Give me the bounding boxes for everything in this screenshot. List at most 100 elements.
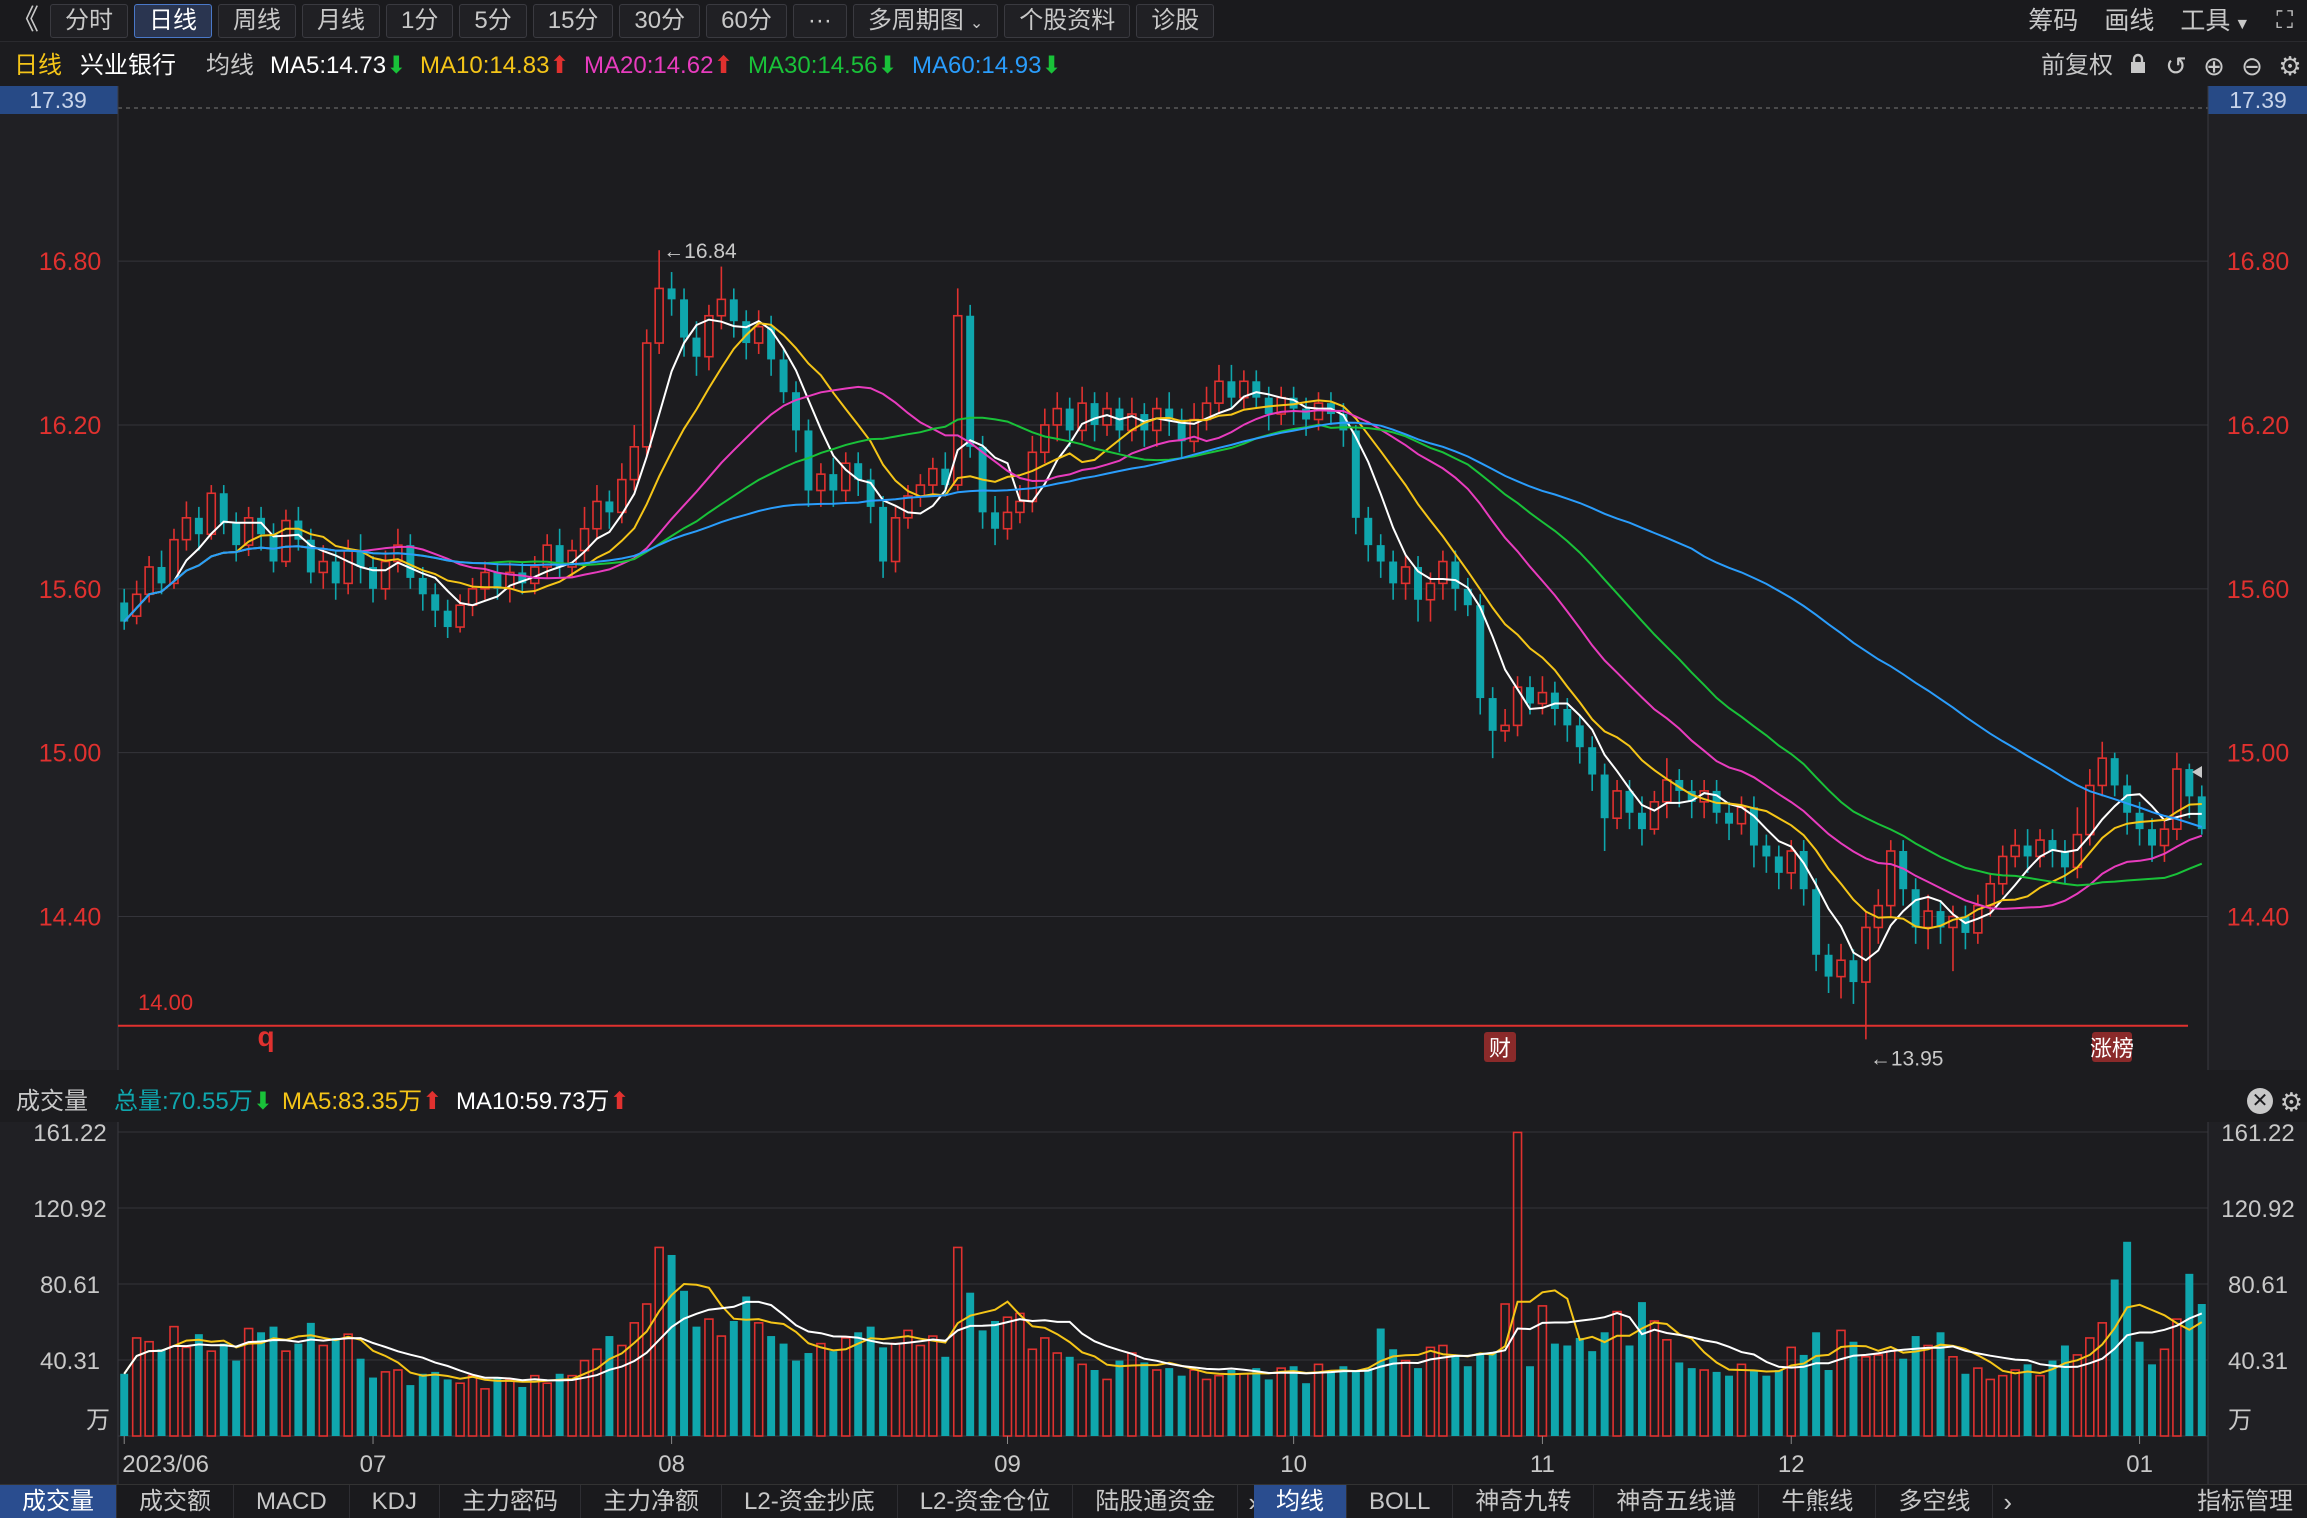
tab-11[interactable]: 个股资料 (1004, 4, 1131, 38)
volume-chart-panel[interactable]: 161.22 161.22 120.92 120.92 80.61 80.61 40.31 4… (0, 1120, 2307, 1484)
tab-8[interactable]: 60分 (706, 4, 787, 38)
tab-6[interactable]: 15分 (532, 4, 614, 38)
volume-bar-up (1836, 1329, 1846, 1437)
close-icon[interactable]: ✕ (2247, 1088, 2273, 1114)
price-tick-left: 16.80 (39, 248, 102, 276)
candle-body-down (680, 299, 689, 338)
volume-ma5-line (123, 1282, 2203, 1383)
lock-icon[interactable] (2125, 48, 2151, 84)
tab-4[interactable]: 1分 (386, 4, 454, 38)
candle-body-down (866, 479, 875, 507)
tab-long-short[interactable]: 多空线 (1876, 1485, 1994, 1518)
tab-boll[interactable]: BOLL (1347, 1485, 1454, 1518)
candle-body-up (1052, 407, 1063, 426)
volume-bar-down (518, 1386, 527, 1436)
candle-body-up (1425, 582, 1436, 601)
candle-body-up (1861, 926, 1871, 983)
ma20-line (123, 385, 2203, 910)
volume-bar-up (1425, 1346, 1436, 1437)
tab-l2-position[interactable]: L2-资金仓位 (898, 1485, 1074, 1518)
zoom-in-icon[interactable]: ⊕ (2203, 51, 2225, 81)
tab-volume[interactable]: 成交量 (0, 1485, 117, 1518)
volume-bar-down (1799, 1354, 1808, 1436)
candle-body-down (792, 392, 800, 431)
tab-turnover[interactable]: 成交额 (117, 1485, 234, 1518)
candle-body-down (1812, 889, 1821, 955)
volume-bar-up (1997, 1374, 2008, 1437)
volume-bar-up (1612, 1310, 1622, 1437)
candle-body-down (443, 610, 452, 628)
candle-body-down (1749, 807, 1758, 846)
settings-gear-icon[interactable]: ⚙ (2278, 51, 2302, 81)
tab-5[interactable]: 5分 (459, 4, 527, 38)
volume-bar-down (854, 1332, 863, 1436)
tab-7[interactable]: 30分 (619, 4, 701, 38)
volume-bar-down (1550, 1343, 1559, 1436)
candle-body-up (467, 588, 478, 607)
chip-distribution-button[interactable]: 筹码 (2028, 7, 2079, 35)
volume-bar-down (680, 1290, 689, 1436)
volume-bar-down (742, 1296, 751, 1436)
volume-bar-down (219, 1343, 228, 1436)
tools-menu-button[interactable]: 工具 ▼ (2180, 7, 2251, 35)
tab-bull-bear[interactable]: 牛熊线 (1759, 1485, 1877, 1518)
tab-10[interactable]: 多周期图 ⌄ (852, 4, 999, 38)
tab-1[interactable]: 日线 (134, 4, 212, 38)
candle-body-up (1885, 850, 1896, 907)
zoom-out-icon[interactable]: ⊖ (2241, 51, 2263, 81)
tab-l2-bottom[interactable]: L2-资金抄底 (722, 1485, 898, 1518)
x-axis-label: 07 (360, 1451, 387, 1478)
candle-body-down (1899, 850, 1908, 890)
tab-main-code[interactable]: 主力密码 (440, 1485, 582, 1518)
volume-bar-up (2072, 1354, 2083, 1437)
tab-9[interactable]: ··· (792, 4, 847, 38)
volume-bar-up (654, 1246, 664, 1437)
more-right-icon-2[interactable]: › (2003, 1487, 2013, 1517)
draw-line-button[interactable]: 画线 (2104, 7, 2155, 35)
candle-body-down (854, 463, 863, 480)
adjust-mode[interactable]: 前复权 (2041, 52, 2113, 79)
volume-chart[interactable]: 161.22 161.22 120.92 120.92 80.61 80.61 40.31 4… (0, 1120, 2307, 1484)
tab-kdj[interactable]: KDJ (350, 1485, 441, 1518)
back-button[interactable]: 《 (10, 4, 39, 35)
candle-body-down (2135, 812, 2144, 830)
candle-body-up (2097, 757, 2108, 787)
price-chart-panel[interactable]: 17.39 17.39 16.80 16.80 16.20 16.20 15.60 15.60… (0, 86, 2307, 1070)
volume-axis-right-bg (2208, 1122, 2307, 1484)
volume-bar-down (1749, 1370, 1758, 1436)
tab-12[interactable]: 诊股 (1136, 4, 1215, 38)
indicator-manage-button[interactable]: 指标管理 (2197, 1488, 2293, 1515)
tab-ma[interactable]: 均线 (1254, 1485, 1347, 1518)
candle-body-up (343, 549, 353, 585)
fullscreen-icon[interactable]: ⛶ (2276, 7, 2293, 34)
tab-northbound[interactable]: 陆股通资金 (1073, 1485, 1239, 1518)
tab-main-net[interactable]: 主力净额 (581, 1485, 723, 1518)
volume-bar-down (1476, 1353, 1485, 1436)
volume-header: 成交量 总量:70.55万⬇ MA5:83.35万⬆ MA10:59.73万⬆ … (0, 1084, 2307, 1120)
candle-body-up (952, 314, 963, 486)
volume-bar-down (1899, 1358, 1908, 1436)
undo-icon[interactable]: ↺ (2165, 51, 2187, 81)
candle-body-up (1077, 402, 1087, 432)
tab-macd[interactable]: MACD (234, 1485, 350, 1518)
volume-bar-up (2159, 1348, 2170, 1437)
tab-3[interactable]: 月线 (302, 4, 380, 38)
volume-bar-down (978, 1330, 987, 1436)
tab-2[interactable]: 周线 (218, 4, 296, 38)
tab-0[interactable]: 分时 (50, 4, 128, 38)
tab-nine-turn[interactable]: 神奇九转 (1453, 1485, 1595, 1518)
candle-body-down (431, 594, 440, 611)
candle-body-up (890, 517, 901, 563)
tab-five-line[interactable]: 神奇五线谱 (1594, 1485, 1760, 1518)
volume-bar-up (343, 1333, 353, 1437)
candle-body-down (331, 561, 340, 584)
candle-body-down (1414, 566, 1423, 600)
candle-body-down (605, 501, 614, 513)
x-axis-label: 08 (658, 1451, 685, 1478)
more-right-icon[interactable]: › (1248, 1487, 1258, 1517)
volume-bar-down (443, 1379, 452, 1436)
candle-body-up (480, 571, 490, 590)
volume-settings-gear-icon[interactable]: ⚙ (2279, 1087, 2303, 1117)
candlestick-chart[interactable]: 17.39 17.39 16.80 16.80 16.20 16.20 15.60 15.60… (0, 86, 2307, 1070)
ma-type-label[interactable]: 均线 (206, 52, 254, 79)
